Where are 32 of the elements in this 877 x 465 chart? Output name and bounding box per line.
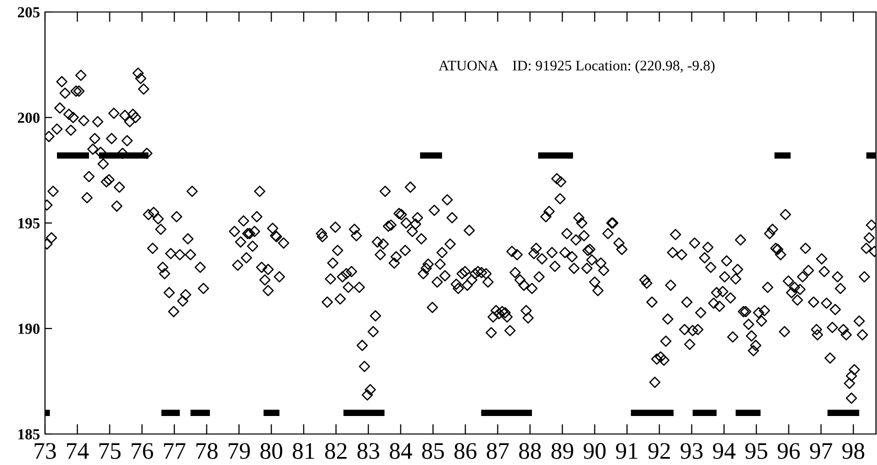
x-tick-label: 83 bbox=[357, 443, 380, 459]
x-tick-label: 78 bbox=[196, 443, 218, 459]
y-tick-label: 190 bbox=[18, 324, 40, 334]
x-tick-label: 97 bbox=[810, 443, 832, 459]
x-tick-label: 76 bbox=[132, 443, 154, 459]
x-tick-label: 77 bbox=[164, 443, 186, 459]
x-tick-label: 94 bbox=[712, 443, 736, 459]
x-tick-label: 81 bbox=[292, 443, 314, 459]
x-tick-label: 95 bbox=[745, 443, 768, 459]
x-tick-label: 98 bbox=[842, 443, 864, 459]
x-tick-label: 92 bbox=[648, 443, 670, 459]
y-tick-label: 185 bbox=[18, 429, 40, 440]
x-tick-label: 96 bbox=[778, 443, 800, 459]
x-tick-label: 75 bbox=[99, 443, 121, 459]
x-tick-label: 89 bbox=[551, 443, 574, 459]
x-tick-label: 85 bbox=[422, 443, 444, 459]
x-tick-label: 80 bbox=[260, 443, 282, 459]
x-tick-label: 86 bbox=[454, 443, 476, 459]
y-tick-label: 205 bbox=[18, 7, 40, 18]
y-tick-label: 195 bbox=[18, 218, 40, 228]
x-tick-label: 79 bbox=[228, 443, 250, 459]
x-tick-label: 90 bbox=[584, 443, 606, 459]
x-tick-label: 91 bbox=[616, 443, 638, 459]
x-tick-label: 88 bbox=[519, 443, 541, 459]
x-tick-label: 84 bbox=[390, 443, 412, 459]
x-tick-label: 82 bbox=[325, 443, 347, 459]
x-tick-label: 87 bbox=[486, 443, 509, 459]
x-tick-label: 74 bbox=[67, 443, 89, 459]
y-tick-label: 200 bbox=[18, 112, 40, 123]
x-tick-label: 73 bbox=[34, 443, 56, 459]
annotation: ATUONA ID: 91925 Location: (220.98, -9.8) bbox=[438, 60, 715, 74]
x-tick-label: 93 bbox=[680, 443, 703, 459]
